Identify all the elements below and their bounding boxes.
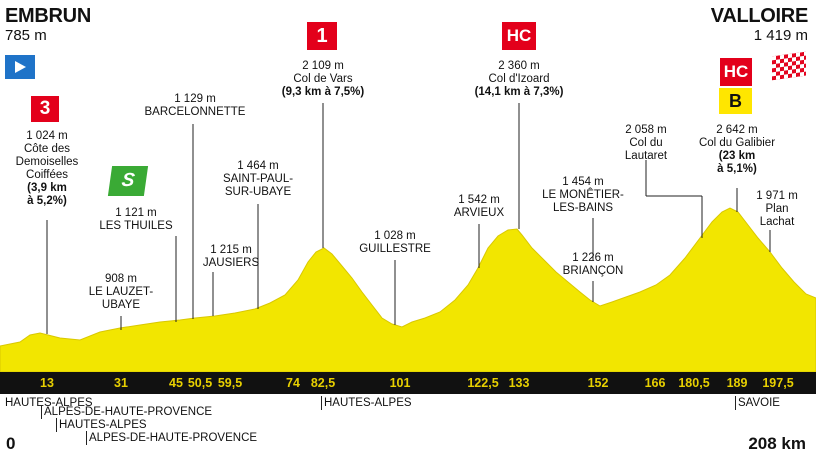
km-marker: 133 [508,376,530,390]
km-marker: 50,5 [187,376,213,390]
waypoint-demoiselles: 1 024 m Côte des Demoiselles Coiffées (3,9 … [15,130,79,207]
region-divider [735,396,736,410]
waypoint-col-du-lautaret: 2 058 m Col du Lautaret [624,124,668,162]
region-divider [86,431,87,445]
cat1-climb-badge: 1 [307,22,337,50]
km-marker: 166 [644,376,666,390]
distance-start: 0 [6,434,16,453]
start-city: EMBRUN [5,5,91,27]
km-axis-bar [0,372,816,394]
region-divider [56,418,57,432]
cat3-climb-badge: 3 [31,96,59,122]
km-marker: 152 [587,376,609,390]
region-label: ALPES-DE-HAUTE-PROVENCE [44,406,213,418]
waypoint-jausiers: 1 215 m JAUSIERS [202,244,260,269]
region-divider [321,396,322,410]
km-marker: 101 [389,376,411,390]
waypoint-arvieux: 1 542 m ARVIEUX [453,194,505,219]
km-marker: 82,5 [310,376,336,390]
km-marker: 59,5 [217,376,243,390]
pointer-lines [46,103,771,334]
terrain-area [0,207,816,373]
waypoint-saint-paul: 1 464 m SAINT-PAUL- SUR-UBAYE [222,160,294,198]
finish-chequered-flag-icon [772,51,806,81]
waypoint-guillestre: 1 028 m GUILLESTRE [359,230,431,255]
waypoint-col-de-vars: 2 109 m Col de Vars (9,3 km à 7,5%) [281,60,365,98]
km-marker: 13 [40,376,54,390]
finish-altitude: 1 419 m [753,27,808,44]
waypoint-barcelonnette: 1 129 m BARCELONNETTE [144,93,246,118]
km-marker: 189 [726,376,748,390]
waypoint-col-du-galibier: 2 642 m Col du Galibier (23 km à 5,1%) [698,124,776,175]
km-marker: 74 [286,376,300,390]
waypoint-col-d-izoard: 2 360 m Col d'Izoard (14,1 km à 7,3%) [474,60,564,98]
region-label: HAUTES-ALPES [59,419,147,431]
start-flag-icon [5,55,35,79]
waypoint-plan-lachat: 1 971 m Plan Lachat [756,190,798,228]
waypoint-monetier: 1 454 m LE MONÊTIER- LES-BAINS [542,176,624,214]
finish-city: VALLOIRE [710,5,809,27]
distance-end: 208 km [748,434,806,453]
hc-climb-badge-izoard: HC [502,22,536,50]
km-marker: 180,5 [678,376,710,390]
region-label: SAVOIE [738,397,780,409]
km-marker: 197,5 [762,376,794,390]
region-divider [41,405,42,419]
region-label: ALPES-DE-HAUTE-PROVENCE [89,432,258,444]
intermediate-sprint-icon: S [107,166,149,196]
start-altitude: 785 m [5,27,47,44]
hc-climb-badge-galibier: HC [720,58,752,86]
region-label: HAUTES-ALPES [324,397,412,409]
waypoint-lauzet: 908 m LE LAUZET- UBAYE [88,273,154,311]
waypoint-briancon: 1 226 m BRIANÇON [562,252,624,277]
waypoint-thuiles: 1 121 m LES THUILES [99,207,173,232]
km-marker: 122,5 [467,376,499,390]
km-marker: 31 [114,376,128,390]
km-marker: 45 [169,376,183,390]
bonus-seconds-icon: B [719,88,752,114]
region-label: HAUTES-ALPES [5,397,93,409]
